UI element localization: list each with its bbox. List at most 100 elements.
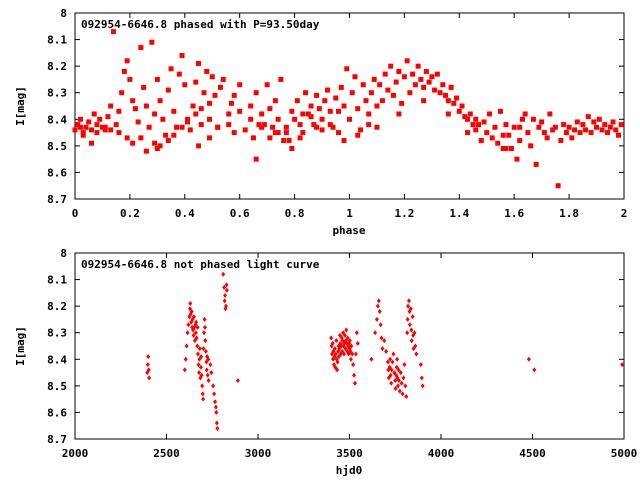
data-point [393, 378, 398, 384]
data-point [116, 108, 122, 114]
data-point [143, 148, 149, 154]
data-point [419, 375, 424, 381]
data-point [222, 298, 227, 304]
chart-title: 092954-6646.8 phased with P=93.50day [81, 18, 320, 31]
data-point [202, 324, 207, 330]
data-point [330, 124, 336, 130]
data-point [113, 122, 119, 128]
data-point [226, 122, 232, 128]
data-point [555, 183, 561, 189]
data-point [212, 92, 218, 98]
data-point [380, 346, 385, 352]
data-point [193, 111, 199, 117]
data-point [407, 322, 412, 328]
data-point [418, 76, 424, 82]
data-point [146, 354, 151, 360]
data-point [171, 108, 177, 114]
data-point [201, 396, 206, 402]
y-tick-label: 8.2 [47, 60, 67, 73]
data-point [152, 140, 158, 146]
data-point [503, 146, 509, 152]
data-point [99, 124, 105, 130]
data-point [80, 130, 86, 136]
data-point [594, 124, 600, 130]
data-point [429, 74, 435, 80]
data-point [583, 127, 589, 133]
y-tick-label: 8.4 [47, 353, 67, 366]
data-point [382, 338, 387, 344]
data-point [83, 124, 89, 130]
data-point [194, 335, 199, 341]
data-point [221, 271, 226, 277]
data-point [191, 314, 196, 320]
data-point [473, 116, 479, 122]
data-point [182, 82, 188, 88]
x-tick-label: 0.2 [120, 207, 140, 220]
data-point [157, 143, 163, 149]
x-tick-label: 4500 [519, 447, 546, 460]
data-point [77, 116, 83, 122]
data-point [525, 130, 531, 136]
data-point [208, 362, 213, 368]
data-point [209, 74, 215, 80]
data-point [486, 111, 492, 117]
data-point [403, 383, 408, 389]
data-point [215, 124, 221, 130]
data-point [385, 359, 390, 365]
data-point [212, 399, 217, 405]
y-tick-label: 8 [60, 247, 67, 260]
data-point [355, 106, 361, 112]
data-point [390, 359, 395, 365]
data-point [409, 338, 414, 344]
data-point [190, 103, 196, 109]
data-point [376, 298, 381, 304]
data-point [341, 103, 347, 109]
data-point [580, 122, 586, 128]
data-point [421, 84, 427, 90]
data-point [445, 111, 451, 117]
data-point [349, 343, 354, 349]
y-tick-label: 8.3 [47, 327, 67, 340]
data-point [357, 127, 363, 133]
data-point [203, 338, 208, 344]
data-point [345, 335, 350, 341]
data-point [528, 143, 534, 149]
data-point [154, 146, 160, 152]
data-point [451, 100, 457, 106]
x-tick-label: 1.2 [394, 207, 414, 220]
x-axis-label: phase [332, 224, 365, 237]
data-point [185, 116, 191, 122]
data-point [322, 98, 328, 104]
chart-title: 092954-6646.8 not phased light curve [81, 258, 320, 271]
data-point [259, 111, 265, 117]
data-point [333, 95, 339, 101]
data-point [314, 124, 320, 130]
data-point [152, 111, 158, 117]
data-point [423, 68, 429, 74]
y-tick-label: 8 [60, 7, 67, 20]
data-point [467, 111, 473, 117]
data-point [165, 87, 171, 93]
data-point [200, 383, 205, 389]
data-point [165, 138, 171, 144]
data-point [495, 140, 501, 146]
data-point [237, 108, 243, 114]
data-point [588, 130, 594, 136]
data-point [272, 98, 278, 104]
data-point [354, 330, 359, 336]
data-point [569, 135, 575, 141]
data-point [214, 409, 219, 415]
data-point [550, 127, 556, 133]
data-point [382, 71, 388, 77]
data-point [462, 114, 468, 120]
data-point [300, 130, 306, 136]
data-point [253, 90, 259, 96]
axis-ticks: 0 0.2 0.4 0.6 0.8 1 1.2 1.4 1.6 1.8 2 8 8.1 8.2 8.3 8.4… [47, 7, 627, 220]
data-point [199, 354, 204, 360]
data-point [308, 103, 314, 109]
y-tick-label: 8.7 [47, 193, 67, 206]
data-point [195, 343, 200, 349]
data-point [194, 319, 199, 325]
data-point [283, 124, 289, 130]
data-point [500, 146, 506, 152]
